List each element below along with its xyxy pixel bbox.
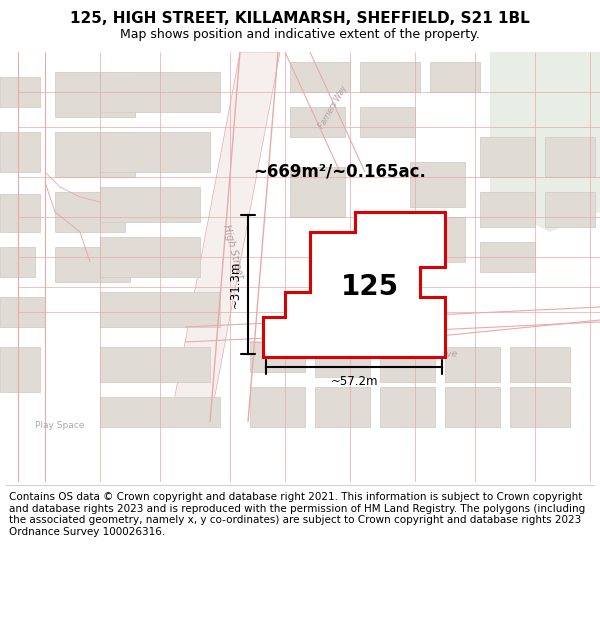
Polygon shape bbox=[100, 72, 220, 112]
Text: ~57.2m: ~57.2m bbox=[330, 375, 378, 388]
Polygon shape bbox=[545, 192, 595, 227]
Polygon shape bbox=[410, 217, 465, 262]
Text: ~669m²/~0.165ac.: ~669m²/~0.165ac. bbox=[254, 163, 427, 181]
Polygon shape bbox=[410, 162, 465, 207]
Polygon shape bbox=[250, 387, 305, 427]
Polygon shape bbox=[480, 242, 535, 272]
Polygon shape bbox=[430, 62, 480, 92]
Text: 125, HIGH STREET, KILLAMARSH, SHEFFIELD, S21 1BL: 125, HIGH STREET, KILLAMARSH, SHEFFIELD,… bbox=[70, 11, 530, 26]
Text: Contains OS data © Crown copyright and database right 2021. This information is : Contains OS data © Crown copyright and d… bbox=[9, 492, 585, 537]
Polygon shape bbox=[100, 347, 210, 382]
Text: Farriers Way: Farriers Way bbox=[317, 84, 349, 130]
Text: Play Space: Play Space bbox=[35, 421, 85, 430]
Polygon shape bbox=[55, 72, 135, 117]
Polygon shape bbox=[360, 62, 420, 92]
Polygon shape bbox=[250, 342, 305, 372]
Polygon shape bbox=[100, 132, 210, 172]
Polygon shape bbox=[0, 194, 40, 232]
Text: 125: 125 bbox=[341, 273, 399, 301]
Polygon shape bbox=[0, 297, 45, 327]
Polygon shape bbox=[480, 137, 535, 177]
Text: Birchlands Drive: Birchlands Drive bbox=[383, 349, 457, 361]
Text: Map shows position and indicative extent of the property.: Map shows position and indicative extent… bbox=[120, 28, 480, 41]
Polygon shape bbox=[55, 247, 130, 282]
Polygon shape bbox=[290, 62, 350, 92]
Polygon shape bbox=[315, 342, 370, 377]
Polygon shape bbox=[510, 347, 570, 382]
Polygon shape bbox=[445, 347, 500, 382]
Polygon shape bbox=[0, 132, 40, 172]
Polygon shape bbox=[0, 247, 35, 277]
Polygon shape bbox=[263, 212, 445, 357]
Polygon shape bbox=[445, 387, 500, 427]
Polygon shape bbox=[545, 137, 595, 177]
Polygon shape bbox=[380, 347, 435, 382]
Polygon shape bbox=[100, 187, 200, 222]
Polygon shape bbox=[100, 292, 220, 327]
Polygon shape bbox=[480, 192, 535, 227]
Polygon shape bbox=[0, 77, 40, 107]
Polygon shape bbox=[170, 52, 280, 422]
Polygon shape bbox=[290, 167, 345, 217]
Polygon shape bbox=[290, 107, 345, 137]
Polygon shape bbox=[0, 347, 40, 392]
Polygon shape bbox=[360, 107, 415, 137]
Polygon shape bbox=[55, 132, 135, 177]
Polygon shape bbox=[100, 237, 200, 277]
Polygon shape bbox=[380, 387, 435, 427]
Polygon shape bbox=[490, 52, 600, 232]
Text: High Street: High Street bbox=[221, 224, 245, 280]
Text: ~31.3m: ~31.3m bbox=[229, 261, 242, 308]
Polygon shape bbox=[510, 387, 570, 427]
Polygon shape bbox=[315, 387, 370, 427]
Polygon shape bbox=[100, 397, 220, 427]
Polygon shape bbox=[55, 192, 125, 232]
